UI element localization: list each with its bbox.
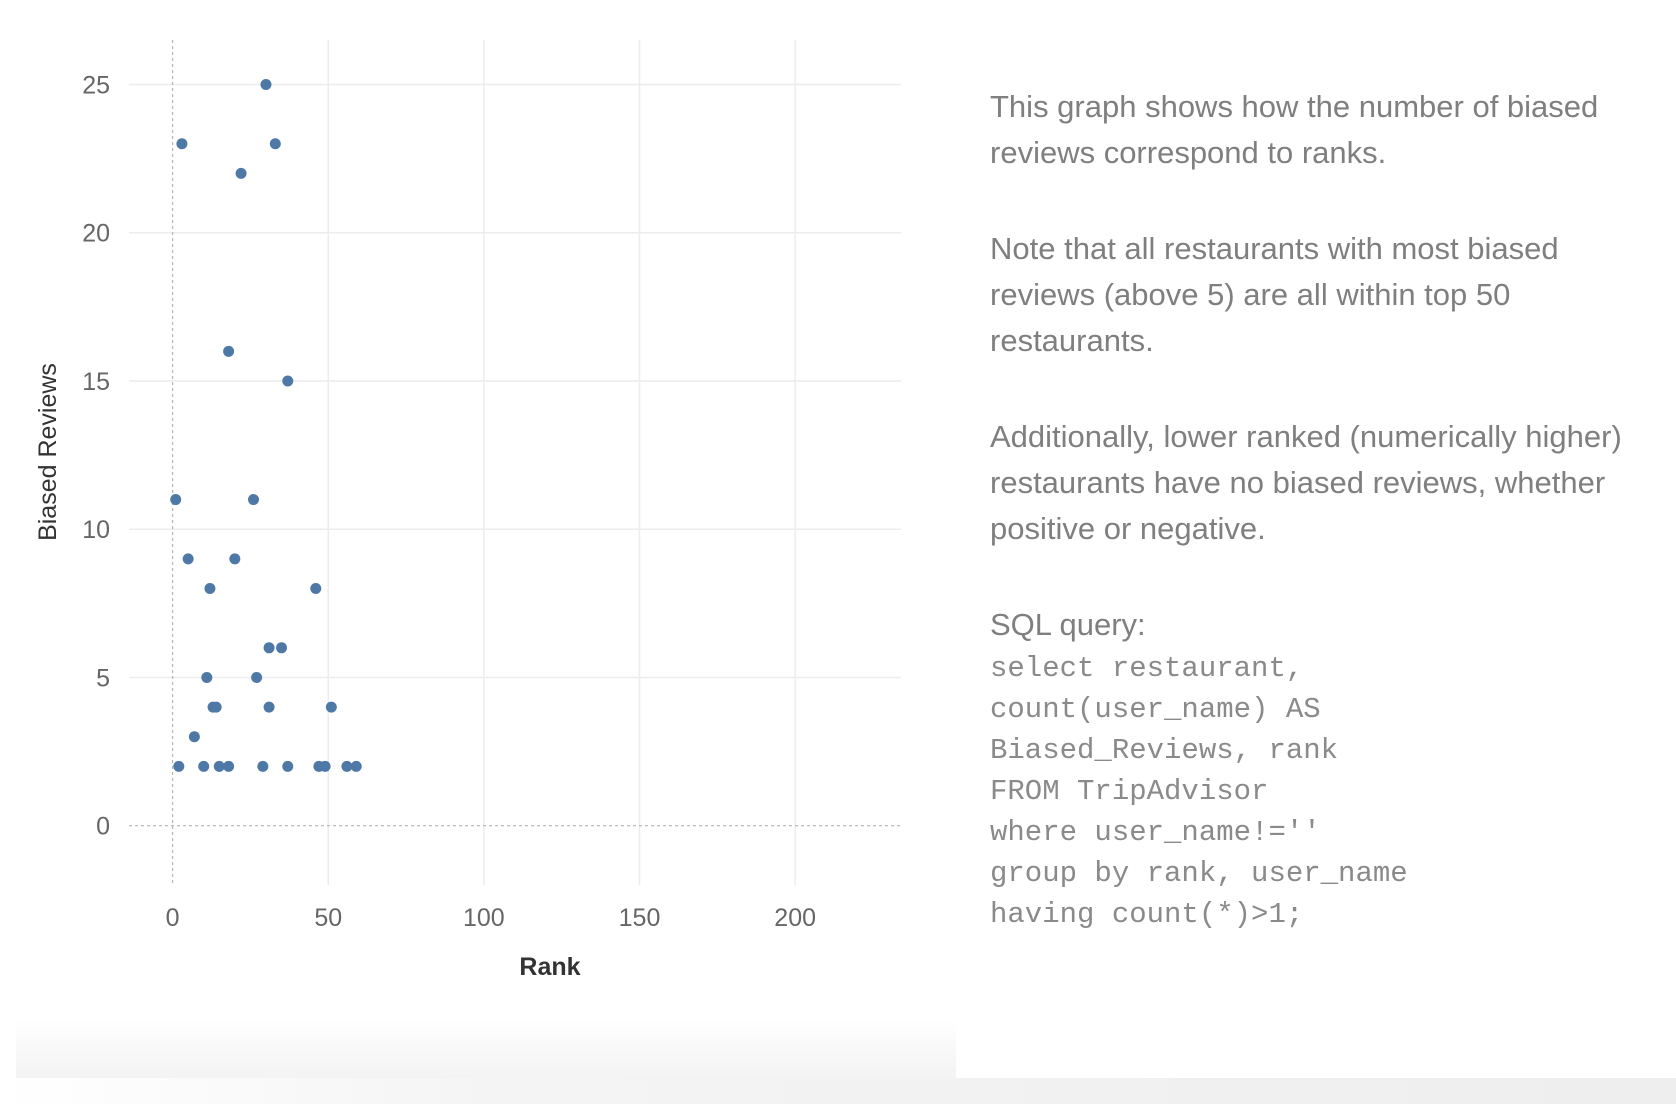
data-point [198,760,210,772]
x-tick-label: 200 [774,904,816,932]
sql-line: FROM TripAdvisor [990,775,1269,808]
y-tick-label: 0 [96,813,110,841]
data-point [260,78,272,90]
data-points [170,78,362,772]
description-paragraph: Additionally, lower ranked (numerically … [990,419,1622,546]
data-point [210,701,222,713]
data-point [248,494,260,506]
data-point [173,760,185,772]
data-point [201,671,213,683]
x-axis-tick-labels: 0 50 100 150 200 [166,904,816,932]
sql-line: where user_name!='' [990,816,1321,849]
y-tick-label: 20 [82,220,110,248]
data-point [170,494,182,506]
y-tick-label: 10 [82,516,110,544]
data-point [223,760,235,772]
sql-line: select restaurant, [990,652,1304,685]
data-point [188,731,200,743]
data-point [269,138,281,150]
data-point [276,642,288,654]
y-axis-tick-labels: 0 5 10 15 20 25 [82,71,110,840]
data-point [282,760,294,772]
data-point [229,553,241,565]
data-point [263,642,275,654]
data-point [310,583,322,595]
sql-code-block: select restaurant, count(user_name) AS B… [990,648,1670,935]
data-point [176,138,188,150]
data-point [257,760,269,772]
data-point [235,167,247,179]
sql-line: Biased_Reviews, rank [990,734,1339,767]
sql-line: group by rank, user_name [990,857,1408,890]
x-tick-label: 100 [463,904,505,932]
y-tick-label: 15 [82,368,110,396]
x-tick-label: 150 [619,904,661,932]
data-point [213,760,225,772]
y-tick-label: 5 [96,664,110,692]
plot-area [129,40,901,885]
sql-line: having count(*)>1; [990,898,1304,931]
data-point [341,760,353,772]
zero-lines [129,40,901,885]
x-tick-label: 50 [314,904,342,932]
y-axis-title: Biased Reviews [34,363,62,541]
data-point [204,583,216,595]
sql-line: count(user_name) AS [990,693,1321,726]
description-paragraph: This graph shows how the number of biase… [990,89,1599,170]
bottom-shadow-strip [0,1078,1676,1104]
scatter-chart: 0 50 100 150 200 0 5 10 15 20 25 Rank Biased Revi… [34,40,901,981]
data-point [319,760,331,772]
data-point [350,760,362,772]
chart-panel: 0 50 100 150 200 0 5 10 15 20 25 Rank Biased Revi… [16,0,956,1078]
y-tick-label: 25 [82,71,110,99]
data-point [263,701,275,713]
data-point [282,375,294,387]
data-point [182,553,194,565]
description-paragraph: Note that all restaurants with most bias… [990,231,1559,358]
description-panel: This graph shows how the number of biase… [990,84,1670,935]
x-axis-title: Rank [519,953,580,981]
data-point [251,671,263,683]
data-point [223,345,235,357]
x-tick-label: 0 [166,904,180,932]
data-point [325,701,337,713]
sql-label: SQL query: [990,607,1146,642]
